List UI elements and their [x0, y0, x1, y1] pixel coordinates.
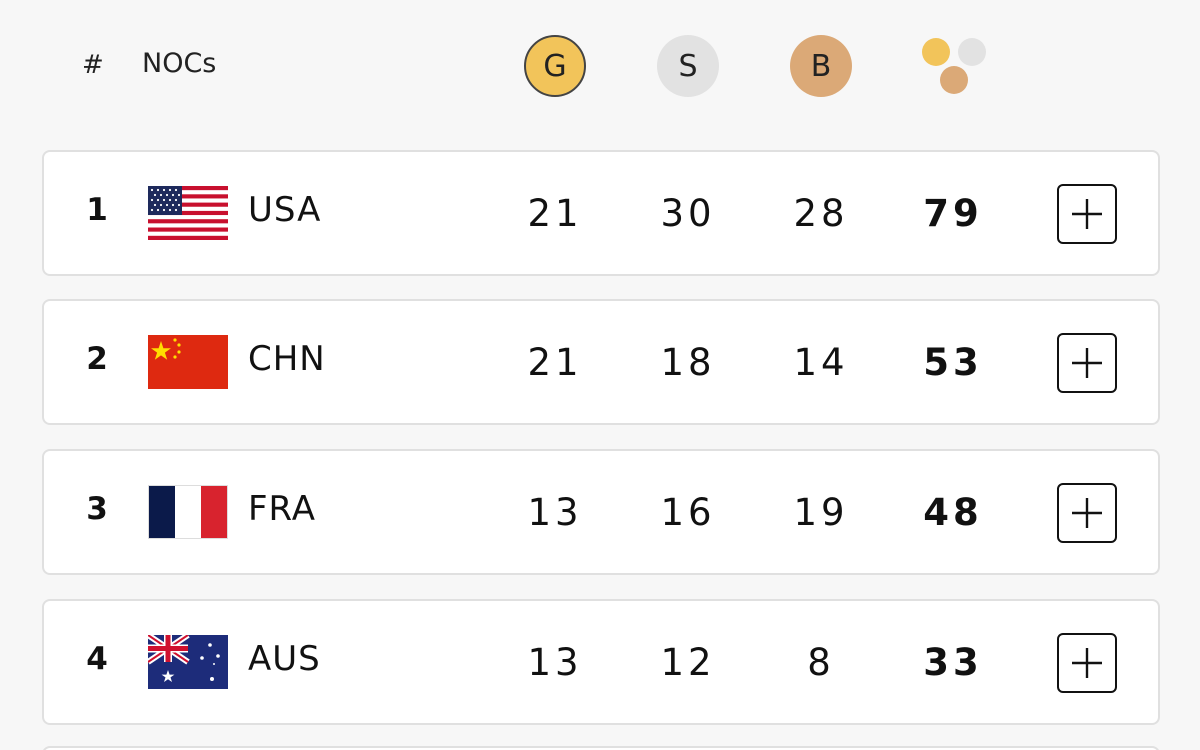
noc-column-header[interactable]: NOCs: [142, 48, 217, 79]
table-row[interactable]: 1 USA 21 3: [42, 150, 1160, 276]
total-count: 79: [923, 192, 983, 235]
table-row-partial: [42, 746, 1160, 750]
bronze-count: 28: [793, 192, 849, 235]
silver-dot-icon: [958, 38, 986, 66]
gold-dot-icon: [922, 38, 950, 66]
table-row[interactable]: 4: [42, 599, 1160, 725]
bronze-count: 19: [793, 491, 849, 534]
rank-value: 3: [86, 491, 108, 527]
gold-column-header[interactable]: G: [524, 35, 586, 97]
china-flag-icon: [148, 335, 228, 389]
medals-total-icon[interactable]: [920, 36, 992, 98]
silver-count: 16: [660, 491, 716, 534]
gold-count: 21: [527, 341, 583, 384]
total-count: 33: [923, 641, 983, 684]
rank-value: 2: [86, 341, 108, 377]
australia-flag-icon: [148, 635, 228, 689]
bronze-count: 8: [807, 641, 835, 684]
bronze-column-header[interactable]: B: [790, 35, 852, 97]
plus-icon: [1072, 498, 1102, 528]
expand-row-button[interactable]: [1057, 333, 1117, 393]
gold-header-label: G: [543, 48, 567, 84]
noc-code[interactable]: USA: [248, 190, 322, 230]
gold-count: 13: [527, 491, 583, 534]
expand-row-button[interactable]: [1057, 184, 1117, 244]
table-row[interactable]: 3 FRA 13 16 19 48: [42, 449, 1160, 575]
noc-code[interactable]: FRA: [248, 489, 317, 529]
bronze-dot-icon: [940, 66, 968, 94]
silver-header-label: S: [678, 48, 698, 84]
usa-flag-icon: [148, 186, 228, 240]
silver-column-header[interactable]: S: [657, 35, 719, 97]
plus-icon: [1072, 348, 1102, 378]
expand-row-button[interactable]: [1057, 633, 1117, 693]
table-row[interactable]: 2 CHN 21 18 14 53: [42, 299, 1160, 425]
total-count: 53: [923, 341, 983, 384]
total-count: 48: [923, 491, 983, 534]
gold-count: 13: [527, 641, 583, 684]
rank-column-header: #: [82, 50, 104, 80]
plus-icon: [1072, 648, 1102, 678]
gold-count: 21: [527, 192, 583, 235]
plus-icon: [1072, 199, 1102, 229]
noc-code[interactable]: AUS: [248, 639, 321, 679]
table-header: # NOCs G S B: [0, 0, 1200, 130]
silver-count: 30: [660, 192, 716, 235]
bronze-count: 14: [793, 341, 849, 384]
rank-value: 1: [86, 192, 108, 228]
noc-code[interactable]: CHN: [248, 339, 326, 379]
silver-count: 12: [660, 641, 716, 684]
france-flag-icon: [148, 485, 228, 539]
rank-value: 4: [86, 641, 108, 677]
expand-row-button[interactable]: [1057, 483, 1117, 543]
silver-count: 18: [660, 341, 716, 384]
bronze-header-label: B: [810, 48, 832, 84]
